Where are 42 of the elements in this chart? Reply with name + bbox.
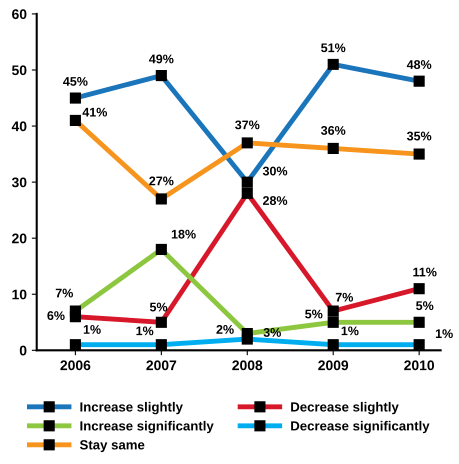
data-label: 30% — [262, 166, 288, 176]
x-tick-label: 2006 — [60, 360, 90, 370]
legend-label: Increase significantly — [80, 420, 214, 434]
data-label: 48% — [406, 60, 432, 70]
data-label: 45% — [63, 77, 88, 86]
y-tick-label: 30 — [12, 177, 26, 188]
data-label: 35% — [406, 132, 432, 141]
data-label: 7% — [56, 288, 73, 298]
data-label: 5% — [416, 301, 434, 310]
legend-label: Increase slightly — [80, 402, 183, 414]
data-label: 41% — [82, 108, 108, 117]
data-label: 1% — [436, 329, 453, 338]
y-tick-label: 0 — [20, 346, 26, 356]
data-label: 36% — [320, 126, 346, 135]
y-tick-label: 50 — [12, 65, 26, 76]
y-tick-label: 40 — [12, 121, 26, 132]
data-label: 5% — [305, 310, 322, 318]
data-label: 51% — [321, 43, 346, 52]
data-label: 1% — [84, 325, 101, 334]
y-tick-label: 10 — [12, 290, 26, 300]
data-label: 5% — [150, 302, 168, 312]
data-label: 37% — [235, 120, 260, 130]
legend-label: Decrease significantly — [291, 420, 430, 434]
y-tick-label: 20 — [12, 234, 26, 244]
x-tick-label: 2010 — [404, 360, 434, 370]
data-label: 28% — [262, 196, 288, 206]
data-label: 49% — [149, 54, 174, 64]
data-label: 3% — [264, 328, 281, 337]
data-label: 6% — [47, 311, 65, 320]
y-tick-label: 60 — [12, 9, 26, 20]
legend-label: Decrease slightly — [291, 402, 399, 414]
data-label: 18% — [172, 230, 196, 239]
data-label: 1% — [136, 326, 154, 336]
data-label: 7% — [336, 292, 354, 302]
x-tick-label: 2009 — [318, 360, 348, 370]
data-label: 2% — [216, 325, 234, 334]
data-label: 27% — [149, 176, 174, 186]
data-label: 11% — [413, 268, 437, 276]
x-tick-label: 2007 — [146, 360, 176, 370]
x-tick-label: 2008 — [232, 360, 262, 370]
legend-label: Stay same — [80, 440, 144, 452]
data-label: 1% — [342, 326, 359, 336]
